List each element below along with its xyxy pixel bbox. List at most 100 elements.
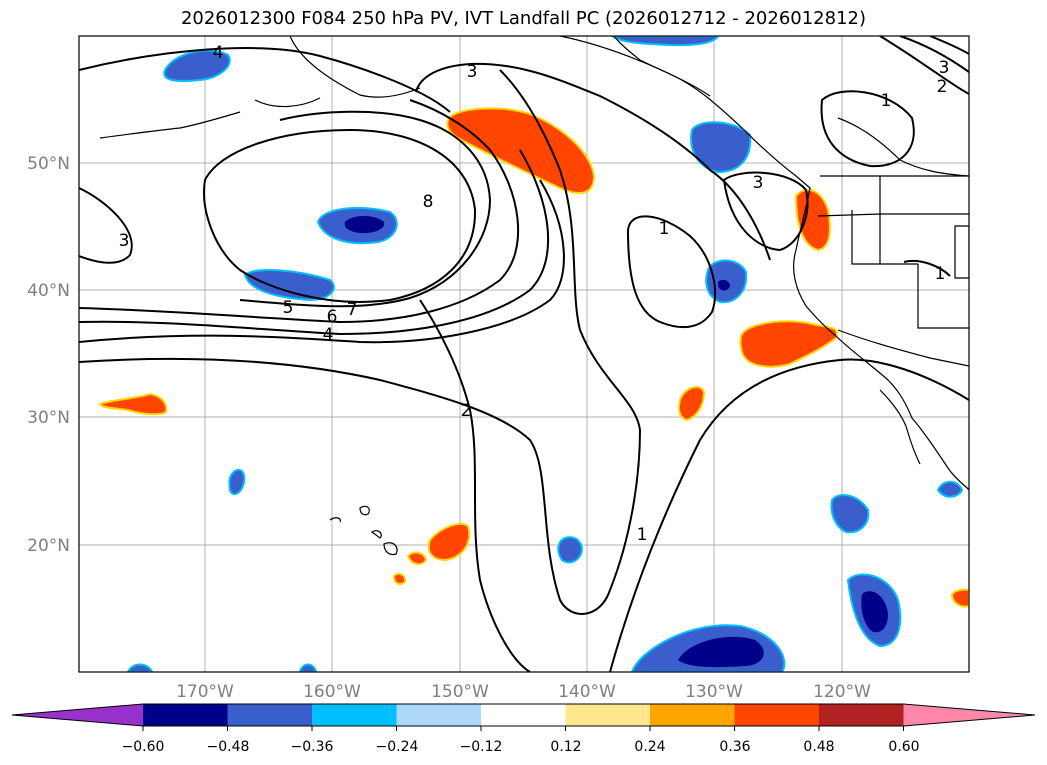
contour-1-se xyxy=(903,260,951,277)
contour-labels: 4 3 2 1 3 8 3 5 6 7 4 1 2 1 1 3 xyxy=(119,43,950,545)
blob-neg xyxy=(298,663,318,672)
colorbar-tick-label: −0.48 xyxy=(207,739,250,755)
blob-neg xyxy=(243,268,335,302)
colorbar-tick-label: 0.24 xyxy=(634,739,665,755)
lat-label: 40°N xyxy=(27,281,70,301)
contour-outer xyxy=(79,47,451,113)
lon-label: 140°W xyxy=(558,682,616,702)
blob-neg xyxy=(557,536,584,564)
contour-4 xyxy=(79,179,565,344)
contour-label: 1 xyxy=(935,264,946,284)
colorbar-tick-label: −0.24 xyxy=(376,739,419,755)
colorbar xyxy=(11,703,1036,731)
latitude-labels: 50°N 40°N 30°N 20°N xyxy=(27,154,70,556)
blob-pos xyxy=(677,385,706,422)
contour-1-east xyxy=(820,90,915,168)
contour-1-center xyxy=(626,215,716,329)
blob-neg xyxy=(126,663,154,672)
colorbar-tick-label: 0.12 xyxy=(550,739,581,755)
contour-ne-4 xyxy=(929,36,969,55)
blob-pos xyxy=(950,588,969,608)
colorbar-tick-label: 0.60 xyxy=(888,739,919,755)
contour-1-south xyxy=(419,299,531,672)
colorbar-tick-label: −0.60 xyxy=(122,739,165,755)
contour-label: 7 xyxy=(347,300,358,320)
colorbar-extend-max xyxy=(903,704,1035,726)
contour-label: 4 xyxy=(213,43,224,63)
gridlines xyxy=(79,36,969,672)
contour-ne-3 xyxy=(899,36,969,73)
lon-label: 120°W xyxy=(813,682,871,702)
positive-anomaly-blobs xyxy=(98,107,969,608)
lon-label: 150°W xyxy=(431,682,489,702)
colorbar-segment xyxy=(650,704,735,726)
contour-2 xyxy=(79,69,642,615)
colorbar-segment xyxy=(565,704,651,726)
colorbar-tick-label: −0.36 xyxy=(291,739,334,755)
colorbar-segment xyxy=(312,704,397,726)
contour-8 xyxy=(203,128,477,303)
blob-neg-core xyxy=(861,591,888,633)
contour-7 xyxy=(239,110,492,308)
plot-title: 2026012300 F084 250 hPa PV, IVT Landfall… xyxy=(180,8,867,29)
blob-neg xyxy=(228,468,246,496)
blob-pos xyxy=(794,188,831,252)
longitude-labels: 170°W 160°W 150°W 140°W 130°W 120°W xyxy=(176,682,871,702)
map-frame xyxy=(78,35,970,673)
coastlines xyxy=(99,36,969,556)
contour-3-inner xyxy=(722,171,809,252)
colorbar-tick-label: 0.36 xyxy=(719,739,750,755)
contour-lines xyxy=(79,36,969,672)
blob-pos xyxy=(739,320,838,368)
contour-3-west xyxy=(79,187,133,264)
contour-label: 1 xyxy=(637,525,648,545)
contour-3-north xyxy=(415,62,771,261)
blob-pos xyxy=(98,392,168,416)
contour-label: 8 xyxy=(423,192,434,212)
blob-neg xyxy=(690,121,752,174)
blob-pos xyxy=(406,551,428,566)
blob-neg-core xyxy=(344,216,385,234)
contour-label: 1 xyxy=(659,219,670,239)
colorbar-tick-label: −0.12 xyxy=(460,739,503,755)
lon-label: 160°W xyxy=(303,682,361,702)
blob-neg xyxy=(610,36,720,47)
blob-neg-core xyxy=(678,636,764,668)
colorbar-segment xyxy=(819,704,904,726)
contour-ne-2 xyxy=(879,36,969,95)
colorbar-segment xyxy=(227,704,313,726)
colorbar-tick-labels: −0.60 −0.48 −0.36 −0.24 −0.12 0.12 0.24 … xyxy=(122,739,920,755)
contour-5 xyxy=(79,149,550,336)
colorbar-tick-label: 0.48 xyxy=(803,739,834,755)
blob-neg-core xyxy=(718,279,730,291)
colorbar-segment xyxy=(396,704,482,726)
contour-label: 1 xyxy=(881,91,892,111)
contour-label: 4 xyxy=(323,325,334,345)
blob-pos xyxy=(392,573,407,585)
colorbar-segment xyxy=(481,704,566,726)
contour-1-main xyxy=(609,358,969,672)
blob-neg xyxy=(936,480,964,498)
contour-label: 3 xyxy=(119,231,130,251)
colorbar-extend-min xyxy=(12,704,143,726)
negative-anomaly-blobs xyxy=(126,36,964,672)
lat-label: 20°N xyxy=(27,536,70,556)
colorbar-segment xyxy=(734,704,820,726)
colorbar-segment xyxy=(143,704,228,726)
contour-label: 6 xyxy=(327,307,338,327)
blob-pos xyxy=(427,522,471,562)
contour-label: 3 xyxy=(467,62,478,82)
contour-6 xyxy=(79,99,520,324)
lat-label: 50°N xyxy=(27,154,70,174)
contour-label: 2 xyxy=(937,77,948,97)
contour-label: 3 xyxy=(753,173,764,193)
blob-neg xyxy=(830,494,870,534)
blob-neg xyxy=(163,49,231,82)
lat-label: 30°N xyxy=(27,408,70,428)
contour-label: 5 xyxy=(283,298,294,318)
lon-label: 170°W xyxy=(176,682,234,702)
lon-label: 130°W xyxy=(685,682,743,702)
contour-label: 2 xyxy=(461,401,472,421)
contour-label: 3 xyxy=(939,58,950,78)
